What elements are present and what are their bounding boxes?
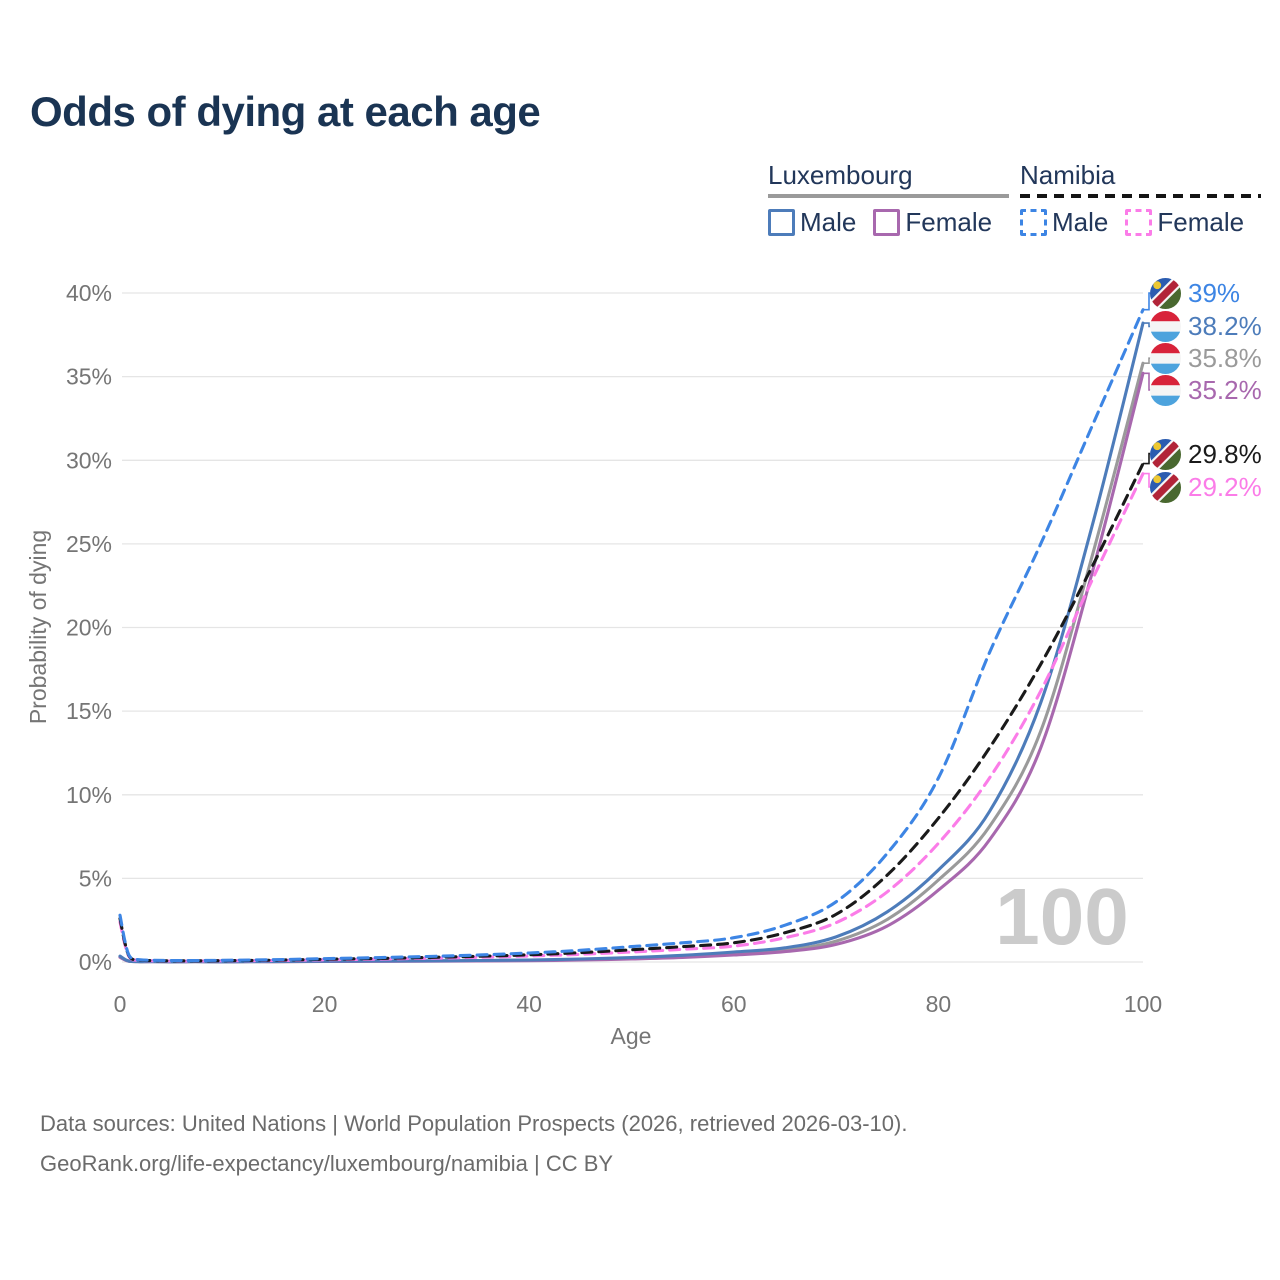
legend-underline-luxembourg (768, 194, 1010, 198)
x-tick-label: 80 (926, 991, 952, 1017)
series-line-lux_total (118, 361, 1145, 964)
label-connector-lux_male (1143, 322, 1154, 328)
x-tick-label: 0 (114, 991, 127, 1017)
y-tick-label: 40% (66, 280, 112, 306)
y-tick-label: 25% (66, 531, 112, 557)
legend-title-namibia: Namibia (1020, 160, 1116, 190)
label-connector-nam_female (1143, 472, 1154, 488)
x-tick-label: 100 (1124, 991, 1162, 1017)
series-line-nam_male (118, 308, 1145, 963)
label-connector-lux_total (1143, 357, 1154, 364)
label-connector-nam_male (1143, 292, 1154, 311)
x-tick-label: 40 (516, 991, 542, 1017)
legend-label-namibia-male: Male (1052, 207, 1109, 237)
legend-item-namibia-male[interactable]: Male (1020, 207, 1108, 238)
footer: Data sources: United Nations | World Pop… (40, 1104, 907, 1184)
series-lines (118, 308, 1145, 964)
legend-group-luxembourg: Luxembourg Male Female (768, 160, 1010, 238)
y-axis-title: Probability of dying (25, 530, 51, 724)
y-tick-label: 20% (66, 615, 112, 641)
series-line-nam_female (118, 472, 1145, 963)
series-line-lux_male (118, 321, 1145, 964)
y-tick-label: 5% (79, 865, 112, 891)
series-line-nam_total (118, 462, 1145, 963)
axis-ticks: 0% 5% 10% 15% 20% 25% 30% 35% 40% 0 20 40 60 80 100 (66, 280, 1162, 1017)
label-connectors (1143, 292, 1154, 488)
legend-label-luxembourg-male: Male (800, 207, 857, 237)
legend-swatch-luxembourg-male[interactable] (768, 209, 795, 236)
label-connector-lux_female (1143, 372, 1154, 391)
age-counter-watermark: 100 (995, 872, 1128, 961)
series-line-lux_female (118, 371, 1145, 964)
y-tick-label: 30% (66, 447, 112, 473)
y-tick-label: 35% (66, 364, 112, 390)
gridlines (122, 292, 1143, 963)
page-title: Odds of dying at each age (30, 88, 541, 135)
legend-title-luxembourg: Luxembourg (768, 160, 913, 190)
label-connector-nam_total (1143, 452, 1154, 465)
legend-item-luxembourg-female[interactable]: Female (873, 207, 992, 238)
legend-label-namibia-female: Female (1157, 207, 1245, 237)
legend-group-namibia: Namibia Male Female (1020, 160, 1262, 238)
legend-item-namibia-female[interactable]: Female (1125, 207, 1244, 238)
legend-swatch-namibia-male[interactable] (1020, 209, 1047, 236)
legend-swatch-namibia-female[interactable] (1125, 209, 1153, 236)
x-tick-label: 60 (721, 991, 747, 1017)
legend-label-luxembourg-female: Female (905, 207, 993, 237)
y-tick-label: 15% (66, 698, 112, 724)
legend-item-luxembourg-male[interactable]: Male (768, 207, 856, 238)
x-tick-label: 20 (312, 991, 338, 1017)
x-axis-title: Age (611, 1023, 652, 1049)
footer-sources: Data sources: United Nations | World Pop… (40, 1111, 908, 1136)
y-tick-label: 10% (66, 782, 112, 808)
y-tick-label: 0% (79, 949, 112, 975)
legend-swatch-luxembourg-female[interactable] (873, 209, 901, 236)
legend-underline-namibia (1020, 194, 1262, 198)
footer-link: GeoRank.org/life-expectancy/luxembourg/n… (40, 1151, 614, 1176)
